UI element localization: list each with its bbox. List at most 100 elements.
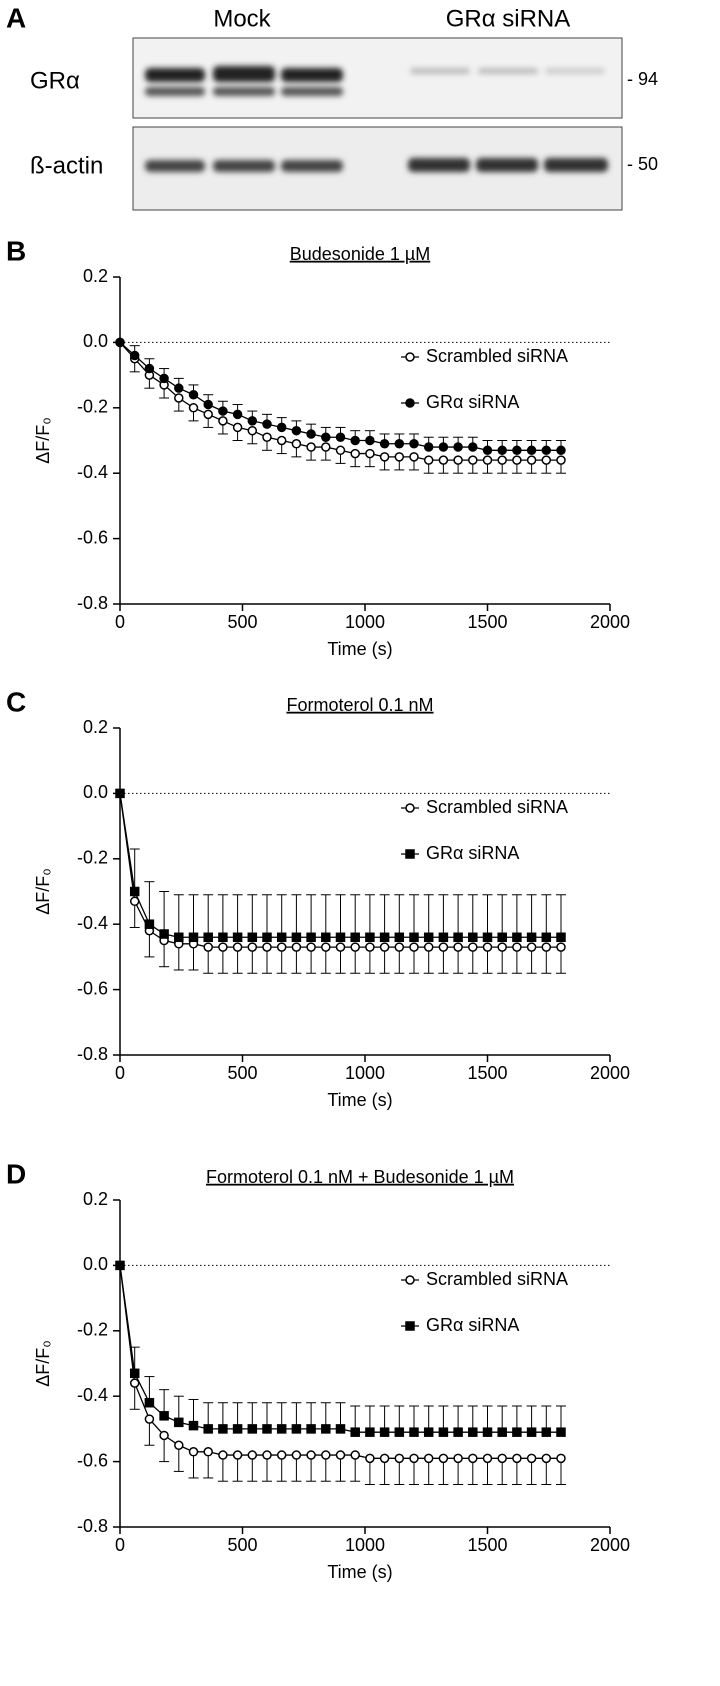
point xyxy=(129,1368,140,1379)
point xyxy=(526,445,537,456)
x-tick-label: 500 xyxy=(227,612,257,632)
error-bar xyxy=(276,894,287,938)
error-bar xyxy=(306,894,317,938)
x-tick-label: 1500 xyxy=(467,1535,507,1555)
error-bar xyxy=(247,894,258,938)
point xyxy=(218,1424,228,1434)
y-tick-label: -0.2 xyxy=(77,1320,108,1340)
group-label: GRα siRNA xyxy=(446,5,571,32)
point xyxy=(453,932,463,943)
legend-marker xyxy=(405,352,415,362)
point xyxy=(306,932,316,943)
point xyxy=(174,393,184,403)
y-tick-label: 0.0 xyxy=(83,331,108,351)
point xyxy=(159,1411,169,1421)
point xyxy=(438,942,449,952)
point xyxy=(394,452,405,462)
point xyxy=(335,445,346,456)
error-bar xyxy=(291,894,302,938)
point xyxy=(335,1450,346,1460)
point xyxy=(438,1427,449,1437)
point xyxy=(174,1440,184,1450)
point xyxy=(409,452,419,462)
x-axis-title: Time (s) xyxy=(327,639,392,659)
point xyxy=(232,409,243,420)
point xyxy=(409,1427,419,1437)
point xyxy=(482,455,493,465)
point xyxy=(468,442,478,452)
x-tick-label: 1000 xyxy=(345,1535,385,1555)
y-tick-label: -0.2 xyxy=(77,848,108,868)
y-tick-label: -0.6 xyxy=(77,1450,108,1470)
y-tick-label: -0.6 xyxy=(77,978,108,998)
point xyxy=(188,389,199,400)
x-tick-label: 1500 xyxy=(467,612,507,632)
point xyxy=(306,942,316,952)
point xyxy=(526,1427,537,1437)
point xyxy=(556,942,566,952)
error-bar xyxy=(203,894,214,938)
y-axis-title: ΔF/F₀ xyxy=(33,417,53,464)
x-tick-label: 1500 xyxy=(467,1063,507,1083)
point xyxy=(321,932,331,943)
error-bar xyxy=(173,894,184,938)
point xyxy=(541,455,552,465)
point xyxy=(365,448,375,459)
point xyxy=(468,1427,478,1437)
point xyxy=(291,1424,302,1434)
panel-letter: B xyxy=(6,235,26,266)
point xyxy=(335,1424,346,1434)
point xyxy=(526,1453,537,1464)
size-marker: - 50 xyxy=(627,154,658,174)
point xyxy=(409,942,419,952)
legend-marker xyxy=(405,1275,415,1285)
point xyxy=(262,419,272,429)
point xyxy=(129,896,140,907)
point xyxy=(482,445,493,456)
point xyxy=(365,435,375,446)
point xyxy=(203,942,213,952)
point xyxy=(203,932,213,943)
point xyxy=(291,439,302,449)
chart-title: Budesonide 1 µM xyxy=(290,244,430,264)
point xyxy=(188,1447,199,1457)
point xyxy=(379,932,390,943)
chart-title: Formoterol 0.1 nM xyxy=(286,695,433,715)
point xyxy=(247,416,258,426)
y-tick-label: -0.2 xyxy=(77,397,108,417)
point xyxy=(203,409,213,420)
y-tick-label: 0.2 xyxy=(83,1189,108,1209)
point xyxy=(276,1424,287,1434)
legend-marker xyxy=(405,849,415,859)
point xyxy=(379,439,390,449)
point xyxy=(379,1453,390,1464)
error-bar xyxy=(129,848,140,892)
point xyxy=(497,1427,507,1437)
point xyxy=(159,373,169,384)
x-tick-label: 500 xyxy=(227,1063,257,1083)
size-marker: - 94 xyxy=(627,69,658,89)
point xyxy=(174,1417,184,1428)
point xyxy=(453,1453,463,1464)
legend-label: GRα siRNA xyxy=(426,392,519,412)
point xyxy=(512,1453,522,1464)
x-tick-label: 500 xyxy=(227,1535,257,1555)
point xyxy=(247,425,258,436)
point xyxy=(350,1450,360,1460)
legend-marker xyxy=(405,803,415,813)
point xyxy=(482,1453,493,1464)
error-bar xyxy=(335,894,346,938)
y-tick-label: 0.2 xyxy=(83,717,108,737)
point xyxy=(276,435,287,446)
panel-letter: C xyxy=(6,686,26,717)
point xyxy=(129,886,140,897)
point xyxy=(291,1450,302,1460)
point xyxy=(335,432,346,442)
x-tick-label: 1000 xyxy=(345,612,385,632)
legend-marker xyxy=(405,398,415,408)
point xyxy=(482,1427,493,1437)
error-bar xyxy=(482,894,493,938)
point xyxy=(423,1427,434,1437)
point xyxy=(203,1447,213,1457)
point xyxy=(247,1424,258,1434)
